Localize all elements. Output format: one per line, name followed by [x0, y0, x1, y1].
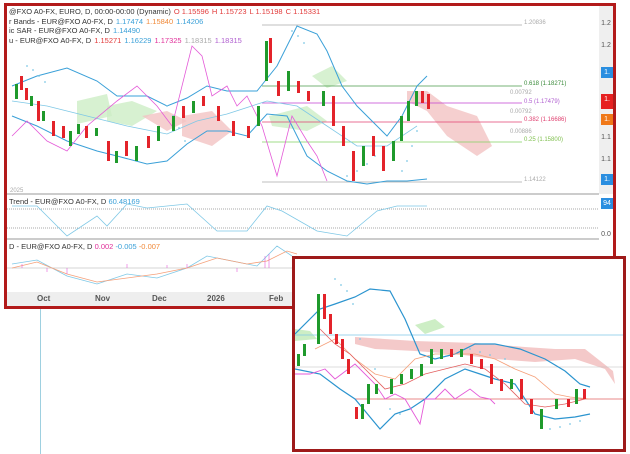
macd-hist: 0.002 — [94, 242, 114, 251]
trend-value: 60.48169 — [108, 197, 140, 206]
sar-label: ic SAR - EUR@FXO A0-FX, D — [9, 26, 110, 35]
low-value: L 1.15198 — [249, 7, 283, 16]
current-price-tag: 1. — [601, 94, 613, 109]
ichimoku-span-b: 1.18315 — [214, 35, 242, 45]
symbol-title: @FXO A0-FX, EURO, D, 00:00-00:00 (Dynami… — [9, 7, 171, 16]
bollinger-label: r Bands - EUR@FXO A0-FX, D — [9, 16, 113, 26]
fib-high-label: 1.20836 — [524, 20, 546, 26]
ichimoku-span-a: 1.18315 — [184, 35, 212, 45]
inset-chart-frame[interactable] — [292, 256, 626, 452]
year-label: 2025 — [10, 188, 24, 194]
open-value: O 1.15596 — [173, 7, 209, 16]
fib-25-label: 0.25 (1.15800) — [524, 137, 564, 143]
fib-618-label: 0.618 (1.18271) — [524, 81, 567, 87]
price-axis[interactable]: 1.2 1.2 1. 1. 1. 1.1 1.1 1. — [599, 6, 613, 194]
macd-legend: D - EUR@FXO A0-FX, D 0.002 -0.005 -0.007 — [9, 242, 160, 251]
ichimoku-label: u - EUR@FXO A0-FX, D — [9, 35, 92, 45]
bb-upper-tag: 1. — [601, 67, 613, 78]
fib-50-label: 0.5 (1.17479) — [524, 99, 560, 105]
trend-legend: Trend - EUR@FXO A0-FX, D 60.48169 — [9, 197, 140, 206]
bb-lower: 1.14206 — [176, 16, 204, 26]
sar-value: 1.14490 — [112, 26, 141, 35]
fib-diff-2: 0.00792 — [510, 109, 532, 115]
main-price-plot[interactable] — [7, 6, 613, 306]
macd-axis-label: 0.0 — [601, 231, 611, 238]
bb-middle-tag: 1. — [601, 114, 613, 125]
macd-title: D - EUR@FXO A0-FX, D — [9, 242, 93, 251]
inset-price-plot[interactable] — [295, 259, 623, 449]
main-legend: @FXO A0-FX, EURO, D, 00:00-00:00 (Dynami… — [9, 7, 323, 45]
time-tick: Feb — [269, 294, 284, 303]
price-tick: 1.2 — [601, 20, 611, 27]
time-tick: Nov — [95, 294, 111, 303]
price-tick: 1.1 — [601, 134, 611, 141]
fib-382-label: 0.382 (1.16686) — [524, 117, 567, 123]
ichimoku-kijun: 1.16229 — [124, 35, 152, 45]
close-value: C 1.15331 — [285, 7, 321, 16]
trend-axis-tag: 94 — [601, 198, 613, 209]
ichimoku-tenkan: 1.15271 — [94, 35, 122, 45]
price-tick: 1.1 — [601, 156, 611, 163]
time-tick: Oct — [37, 294, 51, 303]
fib-diff-3: 0.00886 — [510, 129, 532, 135]
fib-low-label: 1.14122 — [524, 177, 546, 183]
high-value: H 1.15723 — [211, 7, 247, 16]
fib-diff-1: 0.00792 — [510, 90, 532, 96]
price-tick: 1.2 — [601, 42, 611, 49]
bb-middle: 1.15840 — [146, 16, 174, 26]
macd-signal: -0.007 — [138, 242, 161, 251]
bb-lower-tag: 1. — [601, 174, 613, 185]
time-tick: 2026 — [207, 294, 225, 303]
time-tick: Dec — [152, 294, 167, 303]
bb-upper: 1.17474 — [115, 16, 144, 26]
trend-title: Trend - EUR@FXO A0-FX, D — [9, 197, 107, 206]
macd-line: -0.005 — [115, 242, 137, 251]
ichimoku-chikou: 1.17325 — [154, 35, 182, 45]
crosshair-line — [40, 309, 41, 454]
